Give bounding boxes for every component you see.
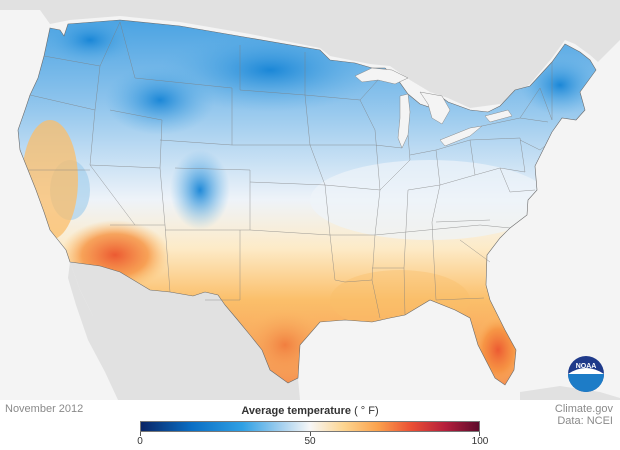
state-borders	[28, 21, 553, 319]
legend-color-bar	[140, 421, 480, 432]
lake-superior	[354, 67, 409, 85]
legend-tick-label: 0	[137, 436, 143, 447]
temperature-map: NOAA	[0, 0, 620, 400]
lake-huron	[419, 91, 451, 125]
noaa-logo-text: NOAA	[576, 363, 597, 370]
legend-tick	[479, 432, 480, 436]
canada-landmass	[0, 0, 620, 108]
credit: Climate.gov Data: NCEI	[555, 403, 613, 427]
baja-peninsula	[68, 262, 135, 400]
cuba-island	[520, 386, 620, 400]
lake-michigan	[397, 93, 411, 149]
legend-title-text: Average temperature	[241, 405, 351, 417]
legend-unit: ( ° F)	[354, 405, 379, 417]
mexico-landmass	[70, 262, 300, 400]
legend-tick	[310, 432, 311, 436]
lake-ontario	[484, 109, 513, 123]
legend-tick-label: 100	[471, 436, 489, 447]
legend-title: Average temperature ( ° F)	[140, 405, 480, 417]
legend-tick-label: 50	[304, 436, 316, 447]
credit-data: Data: NCEI	[557, 415, 613, 427]
legend-tick	[140, 432, 141, 436]
credit-source: Climate.gov	[554, 403, 613, 415]
lake-erie	[439, 125, 483, 147]
noaa-logo: NOAA	[568, 356, 604, 392]
date-label: November 2012	[5, 403, 84, 415]
